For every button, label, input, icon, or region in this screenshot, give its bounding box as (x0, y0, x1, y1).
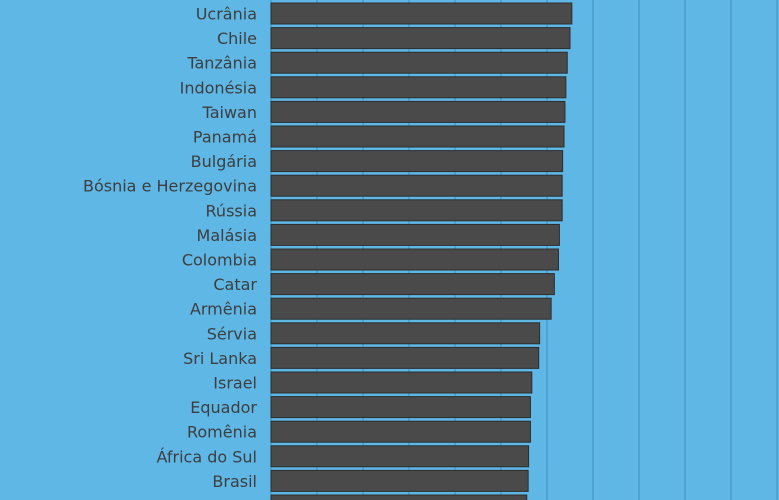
category-label: Bulgária (191, 152, 257, 171)
bar (270, 174, 563, 197)
bar (270, 2, 573, 25)
category-label: Catar (213, 275, 257, 294)
bar (270, 322, 541, 345)
bar (270, 445, 530, 468)
category-label: África do Sul (157, 447, 258, 466)
category-label: Equador (190, 398, 257, 417)
category-label: Ucrânia (196, 5, 257, 24)
bar (270, 396, 531, 419)
bar (270, 297, 552, 320)
bar (270, 76, 567, 99)
category-label: Panamá (193, 128, 257, 147)
category-label: Sérvia (207, 324, 257, 343)
category-label: Armênia (190, 300, 257, 319)
category-label: Bósnia e Herzegovina (83, 177, 257, 196)
bar (270, 346, 540, 369)
bar (270, 223, 560, 246)
category-label: Taiwan (202, 103, 257, 122)
bar (270, 150, 564, 173)
category-label: Chile (217, 29, 257, 48)
category-labels: Ucrânia Chile Tanzânia Indonésia Taiwan Panam… (83, 5, 257, 491)
category-label: Israel (213, 374, 257, 393)
bar (270, 248, 559, 271)
category-label: Rússia (206, 201, 257, 220)
category-label: Brasil (212, 472, 257, 491)
category-label: Malásia (197, 226, 257, 245)
bar (270, 420, 531, 443)
bar (270, 27, 571, 50)
bar (270, 199, 563, 222)
category-label: Colombia (182, 251, 257, 270)
bar (270, 125, 565, 148)
bars (270, 2, 573, 500)
category-label: Tanzânia (186, 54, 257, 73)
bar (270, 100, 566, 123)
bar (270, 273, 555, 296)
category-label: Sri Lanka (183, 349, 257, 368)
bar (270, 51, 568, 74)
bar (270, 371, 533, 394)
bar (270, 469, 529, 492)
bar (270, 494, 528, 500)
category-label: Romênia (187, 423, 257, 442)
category-label: Indonésia (180, 78, 257, 97)
